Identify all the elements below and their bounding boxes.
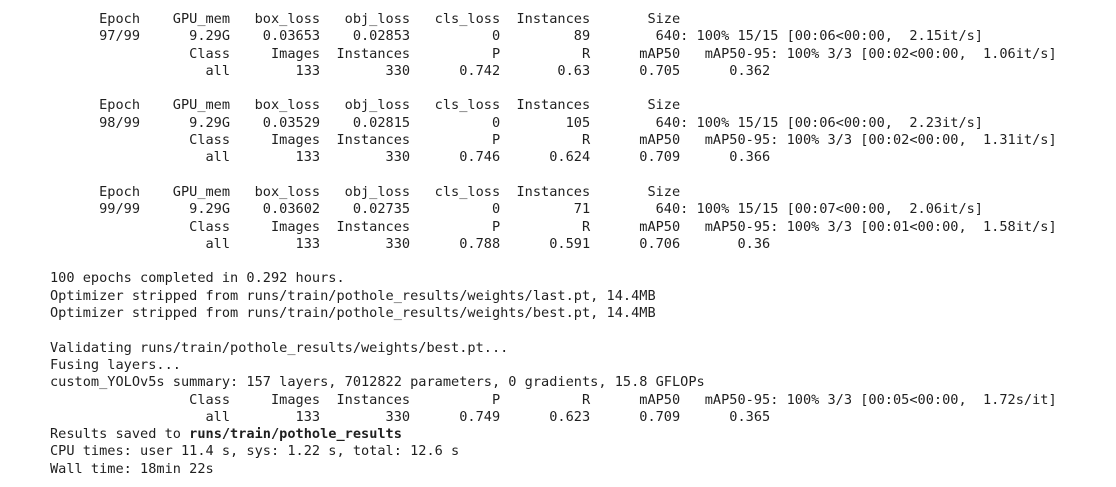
epoch-train-line: 98/99 9.29G 0.03529 0.02815 0 105 640: 1…	[50, 114, 983, 131]
epoch-header-line: Epoch GPU_mem box_loss obj_loss cls_loss…	[50, 11, 681, 27]
epoch-header-line: Epoch GPU_mem box_loss obj_loss cls_loss…	[50, 97, 681, 114]
results-saved-prefix: Results saved to	[50, 426, 190, 443]
epoch-val-header-line: Class Images Instances P R mAP50 mAP50-9…	[50, 132, 1057, 149]
cpu-times-line: CPU times: user 11.4 s, sys: 1.22 s, tot…	[50, 443, 460, 460]
epoch-train-line: 99/99 9.29G 0.03602 0.02735 0 71 640: 10…	[50, 201, 983, 218]
final-val-row-line: all 133 330 0.749 0.623 0.709 0.365	[50, 408, 771, 425]
results-saved-line: Results saved to runs/train/pothole_resu…	[50, 426, 1116, 443]
wall-time-line: Wall time: 18min 22s	[50, 460, 214, 477]
blank-line	[50, 167, 1116, 184]
results-path: runs/train/pothole_results	[189, 426, 402, 443]
optimizer-stripped-last-line: Optimizer stripped from runs/train/potho…	[50, 287, 656, 304]
model-summary-line: custom_YOLOv5s summary: 157 layers, 7012…	[50, 374, 705, 391]
blank-line	[50, 322, 1116, 339]
epoch-train-line: 97/99 9.29G 0.03653 0.02853 0 89 640: 10…	[50, 28, 983, 45]
optimizer-stripped-best-line: Optimizer stripped from runs/train/potho…	[50, 305, 656, 322]
blank-line	[50, 80, 1116, 97]
blank-line	[50, 253, 1116, 270]
epochs-completed-line: 100 epochs completed in 0.292 hours.	[50, 270, 345, 287]
epoch-val-header-line: Class Images Instances P R mAP50 mAP50-9…	[50, 45, 1057, 62]
epoch-val-row-line: all 133 330 0.746 0.624 0.709 0.366	[50, 149, 771, 166]
epoch-val-header-line: Class Images Instances P R mAP50 mAP50-9…	[50, 218, 1057, 235]
epoch-val-row-line: all 133 330 0.742 0.63 0.705 0.362	[50, 62, 771, 79]
final-val-header-line: Class Images Instances P R mAP50 mAP50-9…	[50, 391, 1057, 408]
validating-line: Validating runs/train/pothole_results/we…	[50, 339, 509, 356]
epoch-val-row-line: all 133 330 0.788 0.591 0.706 0.36	[50, 235, 771, 252]
fusing-layers-line: Fusing layers...	[50, 356, 190, 373]
epoch-header-line: Epoch GPU_mem box_loss obj_loss cls_loss…	[50, 183, 681, 200]
